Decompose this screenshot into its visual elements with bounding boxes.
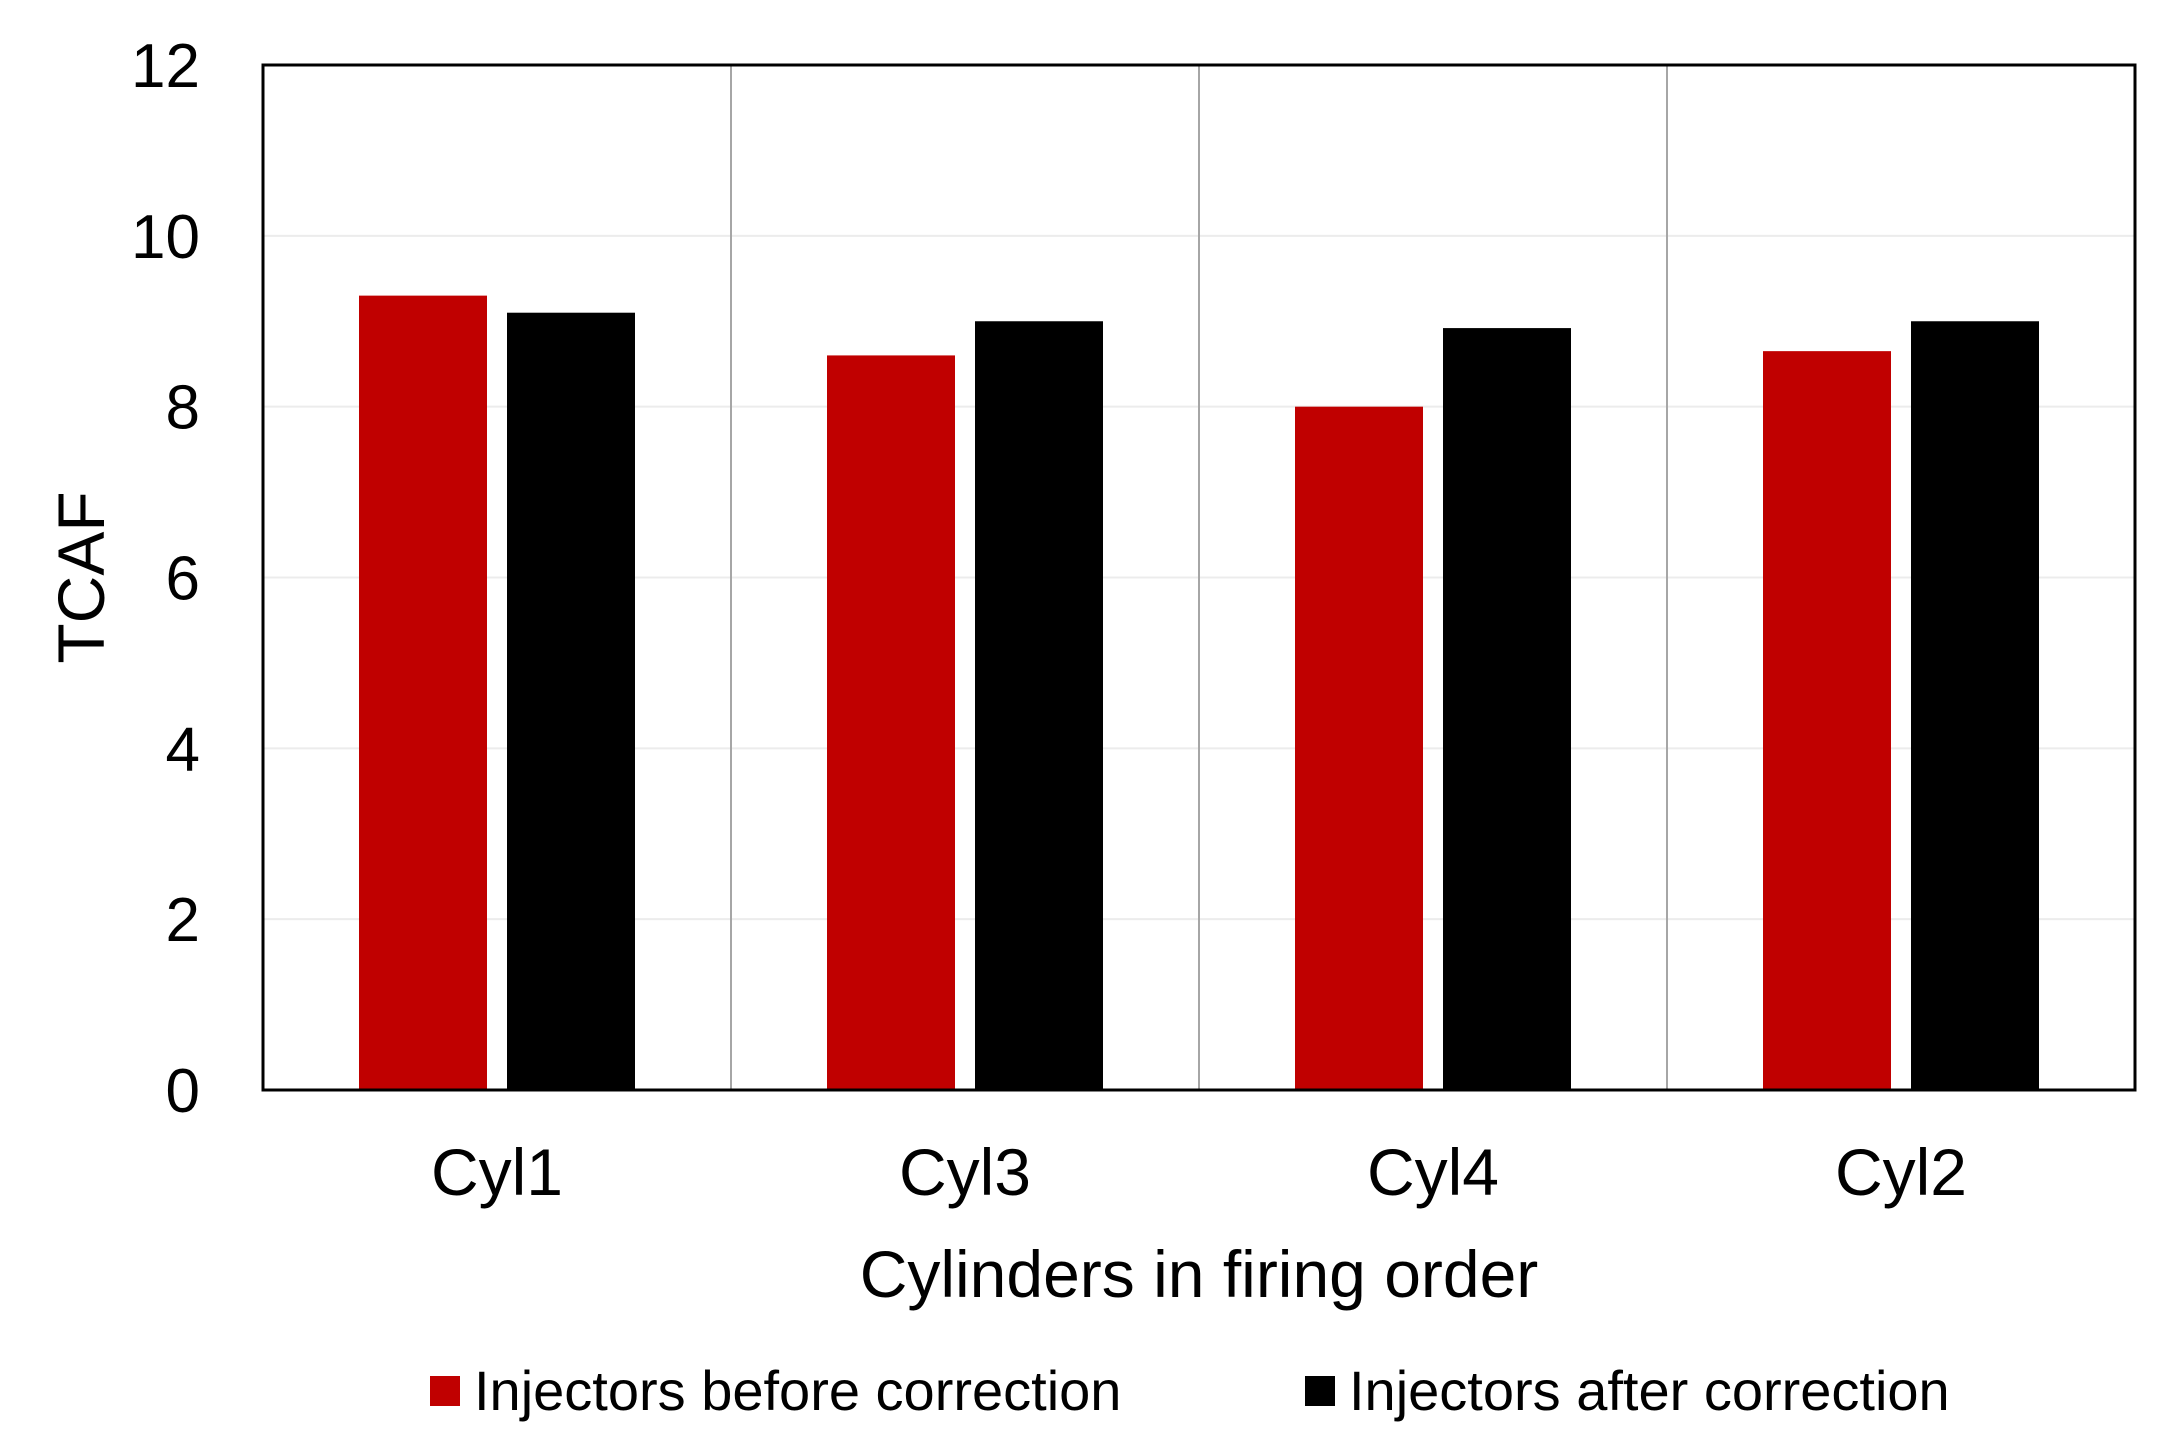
legend-label: Injectors after correction xyxy=(1349,1359,1950,1422)
x-axis-categories: Cyl1 Cyl3 Cyl4 Cyl2 xyxy=(431,1135,1967,1209)
y-tick-label: 2 xyxy=(166,886,200,955)
y-tick-label: 12 xyxy=(131,32,200,101)
bar-cyl2-series-1 xyxy=(1763,351,1891,1090)
x-category-label: Cyl3 xyxy=(899,1135,1031,1209)
legend-swatch xyxy=(430,1376,460,1406)
y-tick-label: 8 xyxy=(166,374,200,443)
legend: Injectors before correction Injectors aft… xyxy=(430,1359,1950,1422)
bar-cyl2-series-2 xyxy=(1911,321,2039,1090)
x-category-label: Cyl1 xyxy=(431,1135,563,1209)
bars xyxy=(359,295,2039,1091)
y-tick-label: 10 xyxy=(131,203,200,272)
y-tick-label: 6 xyxy=(166,545,200,614)
x-category-label: Cyl2 xyxy=(1835,1135,1967,1209)
legend-swatch xyxy=(1305,1376,1335,1406)
bar-cyl1-series-2 xyxy=(507,312,635,1090)
bar-cyl4-series-2 xyxy=(1443,328,1571,1090)
bar-cyl3-series-1 xyxy=(827,355,955,1091)
x-axis-title: Cylinders in firing order xyxy=(860,1237,1539,1311)
y-tick-label: 0 xyxy=(166,1057,200,1126)
category-separators xyxy=(730,65,1668,1090)
y-axis-ticks: 0 2 4 6 8 10 12 xyxy=(131,32,200,1126)
bar-cyl1-series-1 xyxy=(359,295,487,1090)
y-tick-label: 4 xyxy=(166,715,200,784)
legend-label: Injectors before correction xyxy=(474,1359,1121,1422)
y-axis-title: TCAF xyxy=(44,491,118,663)
plot-area-frame xyxy=(261,63,2137,1092)
bar-cyl3-series-2 xyxy=(975,321,1103,1090)
x-category-label: Cyl4 xyxy=(1367,1135,1499,1209)
bar-cyl4-series-1 xyxy=(1295,406,1423,1091)
